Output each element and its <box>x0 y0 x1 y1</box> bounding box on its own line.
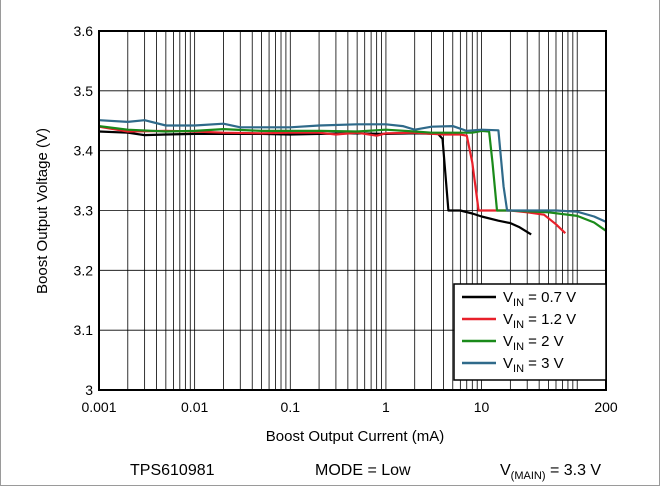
legend-label-rest: = 0.7 V <box>524 289 576 306</box>
x-tick-label: 10 <box>474 399 490 415</box>
y-tick-label: 3 <box>85 382 93 398</box>
plot-area <box>98 30 607 391</box>
legend-label-rest: = 2 V <box>524 333 564 350</box>
legend-label-sub: IN <box>513 319 524 331</box>
legend-label-main: V <box>503 333 513 350</box>
x-tick-label: 0.01 <box>181 399 208 415</box>
footer: TPS610981 MODE = Low V(MAIN) = 3.3 V <box>130 462 601 482</box>
legend-label-rest: = 3 V <box>524 355 564 372</box>
footer-mode: MODE = Low <box>315 462 411 479</box>
footer-part-number: TPS610981 <box>130 462 215 479</box>
legend-label: VIN = 3 V <box>503 355 564 375</box>
legend-label-sub: IN <box>513 297 524 309</box>
y-tick-label: 3.1 <box>74 322 94 338</box>
series-line <box>98 119 607 223</box>
legend-label: VIN = 1.2 V <box>503 311 576 331</box>
footer-vmain-sub: (MAIN) <box>511 470 546 482</box>
tick-labels: 0.001 0.01 0.1 1 10 200 3 3.1 3.2 3.3 3.4 3.5 3.6 <box>74 23 618 415</box>
legend-label: VIN = 2 V <box>503 333 564 353</box>
footer-vmain-rest: = 3.3 V <box>546 462 602 479</box>
x-tick-label: 1 <box>382 399 390 415</box>
y-tick-label: 3.2 <box>74 262 94 278</box>
x-tick-label: 200 <box>594 399 618 415</box>
y-tick-label: 3.5 <box>74 83 94 99</box>
y-tick-label: 3.6 <box>74 23 94 39</box>
footer-vmain: V(MAIN) = 3.3 V <box>500 462 601 482</box>
x-tick-label: 0.001 <box>81 399 116 415</box>
legend-label-sub: IN <box>513 363 524 375</box>
y-tick-label: 3.3 <box>74 203 94 219</box>
footer-vmain-main: V <box>500 462 511 479</box>
series-layer <box>98 119 607 236</box>
x-axis-label: Boost Output Current (mA) <box>266 428 444 445</box>
series-line <box>98 125 567 234</box>
series-line <box>98 125 607 232</box>
legend-label: VIN = 0.7 V <box>503 289 576 309</box>
legend-label-sub: IN <box>513 341 524 353</box>
x-tick-label: 0.1 <box>281 399 301 415</box>
legend-label-main: V <box>503 289 513 306</box>
y-axis-label: Boost Output Voltage (V) <box>34 128 51 294</box>
legend-label-main: V <box>503 355 513 372</box>
legend-label-main: V <box>503 311 513 328</box>
y-tick-label: 3.4 <box>74 143 94 159</box>
legend-label-rest: = 1.2 V <box>524 311 576 328</box>
